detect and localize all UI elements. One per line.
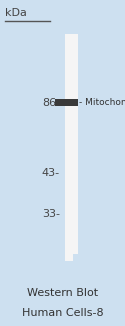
Bar [65, 99, 78, 106]
Text: - Mitochondria: - Mitochondria [79, 98, 125, 107]
Bar [65, 254, 73, 261]
Text: 43-: 43- [42, 168, 60, 178]
Text: Human Cells-8: Human Cells-8 [22, 308, 103, 318]
Text: Western Blot: Western Blot [27, 288, 98, 298]
Text: 33-: 33- [42, 209, 60, 218]
Text: 86-: 86- [42, 98, 60, 108]
Bar [65, 34, 78, 254]
Text: kDa: kDa [5, 8, 27, 18]
Bar [55, 99, 65, 106]
